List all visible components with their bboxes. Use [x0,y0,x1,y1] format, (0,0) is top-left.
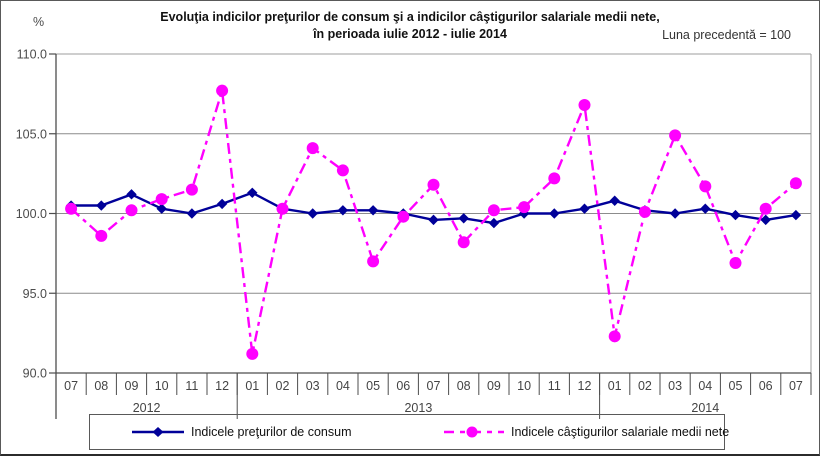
x-tick-label-month: 12 [215,379,229,393]
data-point-1 [608,330,621,343]
data-point-1 [306,142,319,155]
data-point-0 [549,208,560,219]
x-tick-label-month: 11 [185,379,198,393]
data-point-1 [759,202,772,215]
data-point-1 [789,177,802,190]
dash-circle-marker-icon [444,426,504,438]
x-tick-label-month: 04 [698,379,712,393]
x-tick-label-year: 2014 [691,401,719,415]
data-point-1 [336,164,349,177]
data-point-1 [65,202,78,215]
data-point-1 [578,99,591,112]
x-tick-label-month: 01 [245,379,259,393]
data-point-1 [427,178,440,191]
data-point-0 [760,214,771,226]
data-point-0 [126,189,137,200]
y-tick-label: 100.0 [16,207,47,221]
x-tick-label-month: 03 [668,379,682,393]
legend-label-consumer-price-index: Indicele preţurilor de consum [191,425,352,439]
data-point-1 [729,256,742,269]
data-point-0 [186,208,198,219]
legend-item-consumer-price-index: Indicele preţurilor de consum [130,415,352,449]
x-tick-label-month: 08 [457,379,471,393]
x-tick-label-year: 2013 [404,401,432,415]
data-point-0 [247,187,258,198]
data-point-1 [638,205,651,218]
data-point-0 [428,214,439,226]
data-point-0 [96,200,107,211]
data-point-1 [155,193,168,206]
y-tick-label: 90.0 [23,367,47,381]
y-tick-label: 105.0 [16,127,47,141]
data-point-0 [307,208,318,219]
x-tick-label-month: 06 [396,379,410,393]
x-tick-label-month: 12 [578,379,592,393]
line-diamond-marker-icon [132,427,184,437]
x-tick-label-month: 01 [608,379,622,393]
x-tick-label-month: 07 [789,379,803,393]
x-tick-label-month: 02 [638,379,652,393]
x-tick-label-month: 09 [487,379,501,393]
x-tick-label-month: 10 [517,379,531,393]
x-tick-label-month: 11 [548,379,561,393]
data-point-0 [700,203,711,214]
x-tick-label-month: 09 [125,379,139,393]
x-tick-label-month: 07 [64,379,78,393]
legend-item-net-salary-index: Indicele câştigurilor salariale medii ne… [442,415,729,449]
data-point-0 [337,205,349,216]
data-point-0 [730,209,741,221]
data-point-0 [156,203,167,214]
data-point-0 [458,213,469,224]
data-point-1 [276,202,289,215]
data-point-1 [185,183,198,196]
x-tick-label-month: 08 [94,379,108,393]
data-point-1 [125,204,138,217]
x-tick-label-month: 06 [759,379,773,393]
x-tick-label-month: 10 [155,379,169,393]
x-tick-label-month: 05 [729,379,743,393]
y-axis-unit-label: % [33,15,45,29]
data-point-1 [487,204,500,217]
legend-label-net-salary-index: Indicele câştigurilor salariale medii ne… [511,425,730,439]
data-point-1 [246,347,259,360]
data-point-0 [488,217,500,229]
data-point-1 [457,236,470,249]
x-tick-label-month: 05 [366,379,380,393]
legend-box: Indicele preţurilor de consum Indicele c… [89,414,729,450]
x-tick-label-month: 07 [427,379,441,393]
data-point-1 [699,180,712,193]
data-point-0 [216,198,228,210]
x-tick-label-month: 03 [306,379,320,393]
data-point-1 [216,84,229,97]
data-point-1 [518,201,531,214]
x-tick-label-month: 04 [336,379,350,393]
data-point-0 [609,195,620,206]
data-point-0 [669,208,681,219]
y-tick-label: 110.0 [17,48,47,62]
data-point-0 [518,208,530,219]
chart-title-line2: în perioada iulie 2012 - iulie 2014 [313,27,507,41]
data-point-1 [367,255,380,268]
data-point-0 [579,203,590,214]
x-tick-label-year: 2012 [133,401,161,415]
chart-title-line1: Evoluţia indicilor preţurilor de consum … [160,10,660,24]
data-point-0 [790,209,802,221]
data-point-1 [548,172,561,185]
data-point-0 [367,205,379,216]
base-note-label: Luna precedentă = 100 [662,28,791,42]
data-point-1 [397,210,410,223]
data-point-1 [669,129,682,142]
data-point-1 [95,229,108,242]
x-tick-label-month: 02 [276,379,290,393]
y-tick-label: 95.0 [23,287,47,301]
